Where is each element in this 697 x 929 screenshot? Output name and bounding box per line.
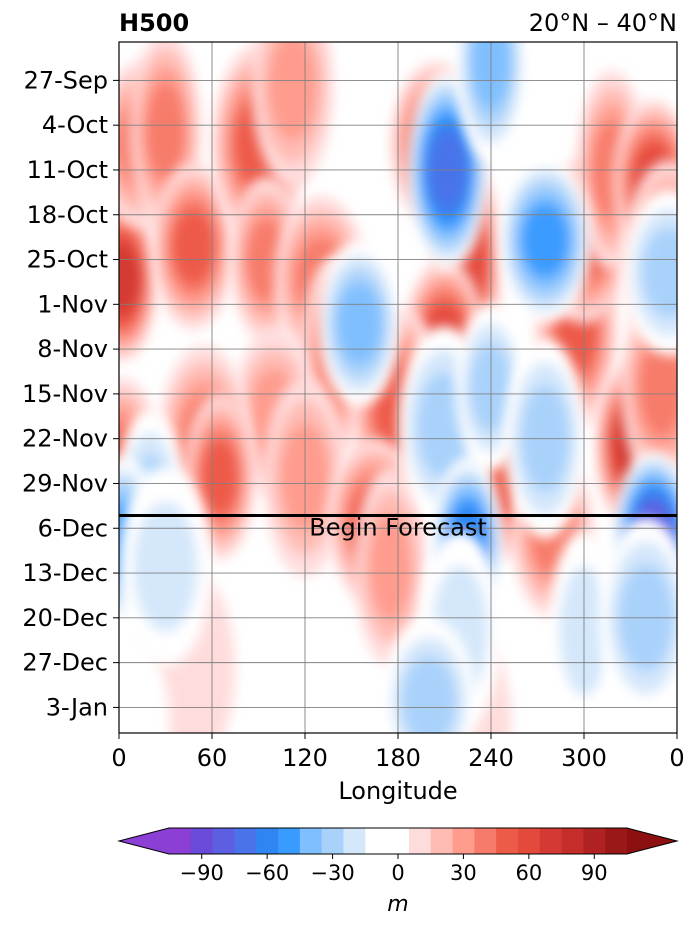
x-tick-label: 300	[561, 744, 607, 772]
colorbar-tick-label: 60	[515, 861, 542, 885]
anomaly-contour	[641, 227, 677, 318]
anomaly-contour	[268, 42, 317, 141]
forecast-annotation: Begin Forecast	[309, 513, 487, 541]
colorbar-swatch	[278, 828, 301, 854]
x-tick-label: 180	[375, 744, 421, 772]
grid-lines	[119, 42, 677, 733]
colorbar-outline	[117, 827, 679, 855]
y-tick-label: 3-Jan	[46, 693, 108, 721]
colorbar-tick-label: 0	[391, 861, 404, 885]
y-tick-label: 1-Nov	[37, 290, 108, 318]
anomaly-contour	[172, 209, 215, 284]
y-tick-label: 27-Dec	[22, 649, 108, 677]
colorbar-swatch	[169, 828, 192, 854]
colorbar-swatch	[517, 828, 541, 854]
x-tick-label: 120	[282, 744, 328, 772]
anomaly-contour	[133, 501, 198, 632]
colorbar-tick-label: 90	[581, 861, 608, 885]
colorbar-swatch	[321, 828, 344, 854]
colorbar-swatch	[343, 828, 366, 854]
colorbar-tick-label: −60	[245, 861, 289, 885]
y-tick-label: 15-Nov	[22, 380, 108, 408]
y-tick-label: 29-Nov	[22, 469, 108, 497]
colorbar-swatch	[430, 828, 454, 854]
chart-subtitle: 20°N – 40°N	[529, 9, 677, 37]
y-tick-label: 6-Dec	[38, 514, 108, 542]
colorbar-swatch	[190, 828, 214, 854]
anomaly-center	[382, 617, 476, 733]
colorbar-swatch	[256, 828, 279, 854]
y-tick-label: 13-Dec	[22, 559, 108, 587]
anomaly-contour	[639, 339, 677, 436]
y-tick-label: 11-Oct	[27, 156, 108, 184]
colorbar-swatch	[452, 828, 475, 854]
anomaly-contour	[201, 439, 239, 515]
x-tick-label: 60	[197, 744, 228, 772]
x-tick-label: 0	[111, 744, 126, 772]
anomaly-center	[119, 466, 212, 667]
x-axis-ticks: 0 60 120 180 240 300 0	[111, 733, 685, 772]
colorbar-label: m	[387, 892, 408, 917]
anomaly-contour	[119, 643, 171, 733]
anomaly-contour	[336, 283, 382, 364]
colorbar-extend-low	[119, 828, 169, 854]
colorbar-swatch	[605, 828, 628, 854]
y-tick-label: 22-Nov	[22, 425, 108, 453]
colorbar-swatch	[212, 828, 235, 854]
y-tick-label: 4-Oct	[42, 111, 108, 139]
colorbar-tick-label: −30	[310, 861, 354, 885]
plot-area	[119, 42, 677, 733]
colorbar-extend-high	[627, 828, 677, 854]
y-tick-label: 20-Dec	[22, 604, 108, 632]
anomaly-center	[152, 163, 235, 330]
colorbar-swatch	[387, 828, 410, 854]
y-axis-ticks: 27-Sep 4-Oct 11-Oct 18-Oct 25-Oct 1-Nov 8-Nov 1…	[22, 66, 119, 721]
y-tick-label: 8-Nov	[37, 335, 108, 363]
anomaly-contour	[401, 656, 457, 733]
colorbar-tick-label: 30	[450, 861, 477, 885]
colorbar-swatch	[474, 828, 497, 854]
anomaly-center	[318, 240, 401, 407]
colorbar-swatch	[365, 828, 388, 854]
colorbar-swatch	[561, 828, 584, 854]
anomaly-center	[119, 195, 158, 362]
anomaly-center	[119, 643, 171, 733]
colorbar-swatch	[234, 828, 257, 854]
x-tick-label: 0	[669, 744, 684, 772]
anomaly-contour	[369, 512, 412, 621]
colorbar-swatch	[539, 828, 563, 854]
colorbar-tick-label: −90	[180, 861, 224, 885]
colorbar-swatch	[496, 828, 519, 854]
colorbar-swatch	[583, 828, 606, 854]
colorbar-swatch	[408, 828, 432, 854]
anomaly-center	[498, 157, 592, 324]
anomaly-contour	[119, 244, 140, 313]
colorbar-swatch	[299, 828, 323, 854]
y-tick-label: 18-Oct	[27, 201, 108, 229]
x-axis-label: Longitude	[338, 777, 457, 805]
anomaly-contour	[146, 83, 185, 180]
colorbar: −90 −60 −30 0 30 60 90	[117, 827, 679, 885]
y-tick-label: 27-Sep	[24, 66, 108, 94]
anomaly-contour	[521, 203, 570, 278]
y-tick-label: 25-Oct	[27, 246, 108, 274]
chart-title: H500	[119, 9, 189, 37]
x-tick-label: 240	[468, 744, 514, 772]
